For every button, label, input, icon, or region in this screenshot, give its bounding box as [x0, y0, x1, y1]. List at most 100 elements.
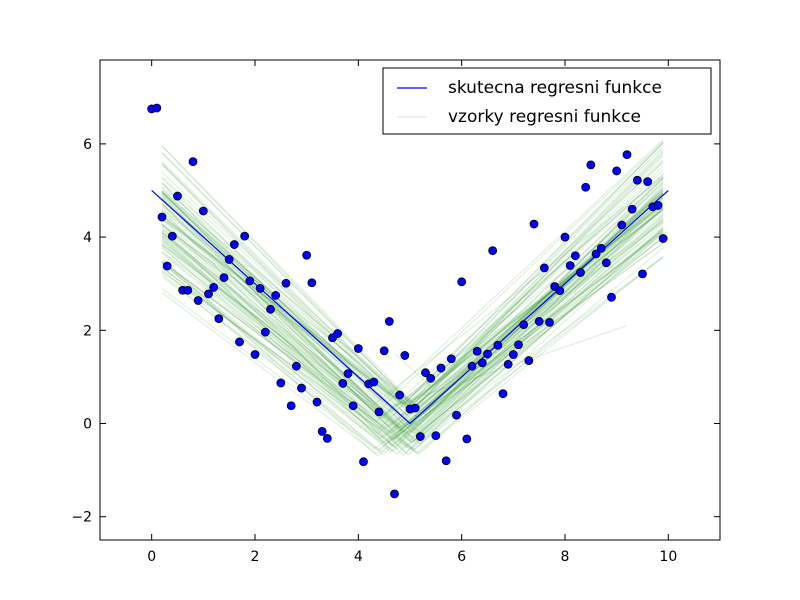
sample-regression-line	[161, 204, 664, 444]
y-tick-label: −2	[71, 510, 92, 526]
sample-regression-line	[161, 226, 664, 444]
true-regression-line	[151, 190, 669, 425]
data-point	[503, 359, 513, 369]
data-point	[183, 285, 193, 295]
sample-regression-line	[161, 197, 664, 452]
data-point	[322, 434, 332, 443]
sample-regression-line	[161, 177, 664, 432]
y-tick-label: 6	[83, 137, 92, 153]
sample-regression-line	[161, 232, 664, 439]
y-tick-label: 2	[83, 323, 92, 339]
data-point	[204, 289, 213, 299]
sample-regression-line	[161, 237, 664, 442]
sample-regression-line	[161, 178, 664, 453]
sample-regression-line	[161, 172, 664, 413]
x-tick-label: 0	[147, 549, 156, 565]
sample-regression-line	[161, 218, 664, 457]
sample-regression-line	[161, 219, 664, 435]
x-tick-label: 4	[354, 549, 363, 565]
data-point	[555, 286, 565, 296]
sample-regression-line	[161, 207, 664, 456]
data-point	[508, 350, 518, 359]
data-point	[477, 358, 487, 368]
data-point	[617, 220, 627, 230]
data-point	[384, 317, 394, 326]
sample-regression-line	[161, 197, 664, 441]
sample-regression-line	[161, 190, 664, 453]
sample-regression-line	[161, 138, 664, 403]
sample-regression-line	[161, 176, 664, 406]
data-point	[612, 166, 622, 176]
sample-regression-line	[161, 208, 664, 428]
sample-regression-line	[161, 180, 664, 428]
data-point	[493, 340, 503, 350]
sample-regression-line	[161, 242, 664, 451]
sample-regression-line	[161, 145, 664, 403]
data-point	[436, 363, 446, 373]
data-point	[622, 150, 632, 160]
sample-regression-line	[161, 203, 664, 439]
data-point	[441, 456, 451, 466]
data-point	[173, 191, 182, 201]
data-point	[260, 327, 270, 337]
data-point	[452, 410, 461, 420]
data-point	[601, 258, 611, 268]
data-point	[539, 263, 549, 273]
data-point	[519, 320, 529, 330]
data-point	[348, 401, 358, 411]
data-point	[638, 269, 647, 279]
sample-regression-line	[394, 353, 432, 387]
data-point	[307, 278, 317, 288]
sample-regression-line	[161, 223, 664, 454]
sample-regression-line	[161, 198, 664, 419]
data-point	[214, 314, 224, 324]
data-point	[224, 255, 234, 264]
sample-regression-line	[161, 237, 664, 450]
data-point	[353, 344, 363, 353]
sample-regression-line	[161, 163, 664, 416]
data-point	[245, 276, 255, 286]
y-tick-label: 0	[83, 416, 92, 432]
x-tick-label: 6	[457, 549, 466, 565]
data-point	[167, 231, 177, 241]
data-point	[359, 457, 368, 467]
sample-regression-line	[161, 192, 664, 416]
data-point	[302, 250, 312, 260]
legend: skutecna regresni funkce vzorky regresni…	[382, 67, 712, 135]
data-point	[534, 317, 544, 326]
data-point	[565, 261, 575, 270]
x-tick-label: 2	[251, 549, 260, 565]
sample-regression-line	[161, 214, 664, 438]
data-point	[343, 369, 353, 379]
data-point	[421, 368, 430, 378]
data-point	[488, 246, 498, 256]
data-point	[472, 346, 482, 356]
sample-regression-line	[161, 198, 664, 429]
data-point	[653, 200, 663, 210]
data-point	[591, 249, 601, 259]
data-point	[446, 354, 456, 364]
data-point	[240, 231, 250, 241]
sample-regression-line	[161, 148, 664, 440]
data-point	[162, 261, 172, 271]
data-point	[410, 403, 420, 413]
data-point	[229, 240, 239, 249]
data-point	[658, 234, 668, 243]
sample-regression-line	[161, 182, 664, 431]
sample-regression-line	[161, 182, 664, 429]
sample-regression-line	[161, 193, 664, 433]
data-point	[379, 346, 389, 356]
data-point	[457, 277, 467, 287]
sample-regression-line	[161, 202, 664, 456]
sample-regression-line	[161, 208, 664, 448]
data-point	[400, 351, 410, 360]
sample-regression-line	[161, 228, 664, 457]
data-point	[581, 182, 591, 192]
data-point	[607, 292, 616, 302]
sample-regression-line	[161, 151, 664, 424]
sample-regression-line	[161, 193, 664, 435]
data-point	[462, 434, 472, 444]
data-point	[426, 373, 436, 383]
x-tick-label: 10	[659, 549, 677, 565]
data-point	[255, 283, 265, 293]
